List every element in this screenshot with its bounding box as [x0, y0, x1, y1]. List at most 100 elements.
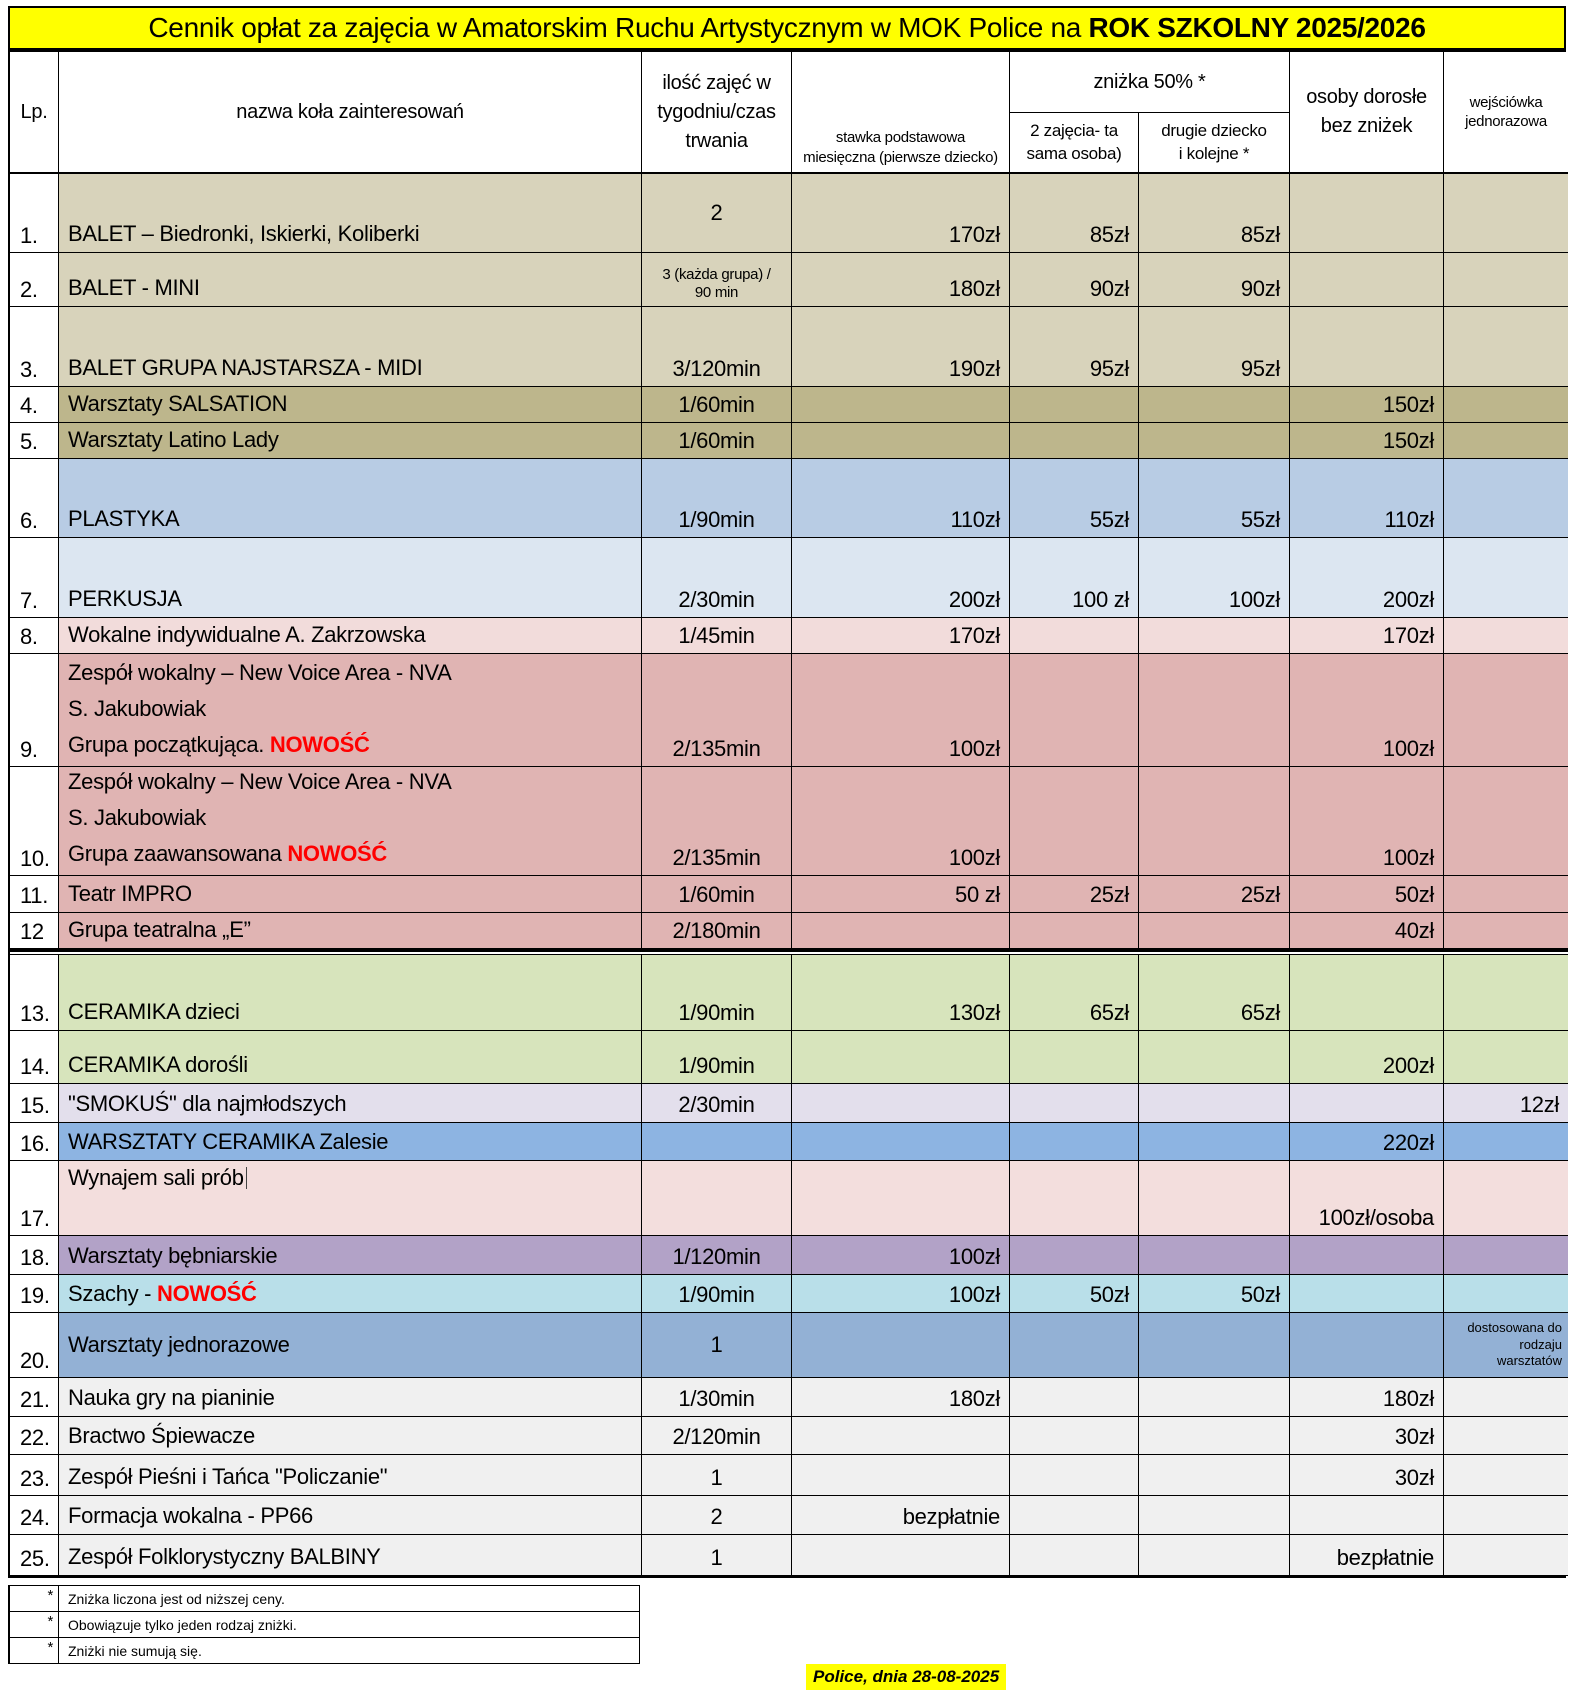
- row-17-discount-same-person: [1010, 1161, 1139, 1236]
- row-6-discount-same-person: 55zł: [1010, 459, 1139, 538]
- row-11-sessions: 1/60min: [642, 876, 792, 913]
- row-23-discount-second-child: [1139, 1455, 1290, 1496]
- row-4-discount-same-person: [1010, 387, 1139, 423]
- row-19-new-badge: NOWOŚĆ: [157, 1281, 257, 1306]
- row-4-sessions: 1/60min: [642, 387, 792, 423]
- row-16-discount-same-person: [1010, 1123, 1139, 1161]
- row-15-base-rate: [792, 1084, 1010, 1123]
- row-20-lp: 20.: [10, 1313, 59, 1378]
- row-1-name: BALET – Biedronki, Iskierki, Koliberki: [59, 174, 642, 253]
- row-14-single-ticket: [1444, 1031, 1568, 1084]
- row-12-sessions: 2/180min: [642, 913, 792, 950]
- row-3-lp: 3.: [10, 307, 59, 387]
- row-18-adults-rate: [1290, 1236, 1444, 1275]
- row-3-discount-second-child: 95zł: [1139, 307, 1290, 387]
- row-19-single-ticket: [1444, 1275, 1568, 1313]
- row-14-lp: 14.: [10, 1031, 59, 1084]
- row-14-adults-rate: 200zł: [1290, 1031, 1444, 1084]
- row-1-sessions: 2: [642, 174, 792, 253]
- row-2-base-rate: 180zł: [792, 253, 1010, 307]
- row-2-adults-rate: [1290, 253, 1444, 307]
- row-10-discount-second-child: [1139, 767, 1290, 876]
- row-14-name: CERAMIKA dorośli: [59, 1031, 642, 1084]
- row-1-lp: 1.: [10, 174, 59, 253]
- row-13-lp: 13.: [10, 955, 59, 1031]
- row-20-discount-second-child: [1139, 1313, 1290, 1378]
- row-20-discount-same-person: [1010, 1313, 1139, 1378]
- row-24-sessions: 2: [642, 1496, 792, 1535]
- row-17-name: Wynajem sali prób: [59, 1161, 642, 1236]
- row-18-lp: 18.: [10, 1236, 59, 1275]
- row-20-adults-rate: [1290, 1313, 1444, 1378]
- footnote-text: Zniżki nie sumują się.: [59, 1637, 640, 1663]
- row-14-discount-same-person: [1010, 1031, 1139, 1084]
- row-10-name: Zespół wokalny – New Voice Area - NVA S.…: [59, 767, 642, 876]
- row-20-base-rate: [792, 1313, 1010, 1378]
- row-21-discount-same-person: [1010, 1378, 1139, 1417]
- row-20-single-ticket: dostosowana do rodzaju warsztatów: [1444, 1313, 1568, 1378]
- row-13-single-ticket: [1444, 955, 1568, 1031]
- row-16-discount-second-child: [1139, 1123, 1290, 1161]
- row-18-sessions: 1/120min: [642, 1236, 792, 1275]
- row-1-discount-same-person: 85zł: [1010, 174, 1139, 253]
- row-24-discount-same-person: [1010, 1496, 1139, 1535]
- row-7-single-ticket: [1444, 538, 1568, 618]
- row-20-sessions: 1: [642, 1313, 792, 1378]
- row-14-discount-second-child: [1139, 1031, 1290, 1084]
- row-17-single-ticket: [1444, 1161, 1568, 1236]
- row-14-sessions: 1/90min: [642, 1031, 792, 1084]
- row-5-single-ticket: [1444, 423, 1568, 459]
- footnotes-block: * Zniżka liczona jest od niższej ceny. * Ob…: [8, 1585, 640, 1664]
- row-9-discount-same-person: [1010, 654, 1139, 767]
- row-9-single-ticket: [1444, 654, 1568, 767]
- row-19-sessions: 1/90min: [642, 1275, 792, 1313]
- section-divider: [10, 950, 1568, 955]
- row-12-base-rate: [792, 913, 1010, 950]
- row-4-lp: 4.: [10, 387, 59, 423]
- row-9-lp: 9.: [10, 654, 59, 767]
- row-2-discount-second-child: 90zł: [1139, 253, 1290, 307]
- row-21-discount-second-child: [1139, 1378, 1290, 1417]
- row-12-lp: 12: [10, 913, 59, 950]
- row-12-adults-rate: 40zł: [1290, 913, 1444, 950]
- row-15-sessions: 2/30min: [642, 1084, 792, 1123]
- row-19-base-rate: 100zł: [792, 1275, 1010, 1313]
- row-11-name: Teatr IMPRO: [59, 876, 642, 913]
- row-9-sessions: 2/135min: [642, 654, 792, 767]
- footnote-row: * Obowiązuje tylko jeden rodzaj zniżki.: [10, 1611, 640, 1637]
- row-15-name: "SMOKUŚ" dla najmłodszych: [59, 1084, 642, 1123]
- row-17-adults-rate: 100zł/osoba: [1290, 1161, 1444, 1236]
- row-1-discount-second-child: 85zł: [1139, 174, 1290, 253]
- header-discount-sub2: drugie dziecko i kolejne *: [1139, 113, 1290, 174]
- row-21-sessions: 1/30min: [642, 1378, 792, 1417]
- footnote-asterisk: *: [10, 1585, 59, 1611]
- row-9-adults-rate: 100zł: [1290, 654, 1444, 767]
- row-12-discount-same-person: [1010, 913, 1139, 950]
- row-5-discount-second-child: [1139, 423, 1290, 459]
- row-15-single-ticket: 12zł: [1444, 1084, 1568, 1123]
- row-22-base-rate: [792, 1417, 1010, 1455]
- row-6-discount-second-child: 55zł: [1139, 459, 1290, 538]
- row-24-adults-rate: [1290, 1496, 1444, 1535]
- row-18-name: Warsztaty bębniarskie: [59, 1236, 642, 1275]
- row-4-single-ticket: [1444, 387, 1568, 423]
- row-18-base-rate: 100zł: [792, 1236, 1010, 1275]
- row-8-discount-same-person: [1010, 618, 1139, 654]
- header-adults: osoby dorosłe bez zniżek: [1290, 52, 1444, 174]
- row-9-discount-second-child: [1139, 654, 1290, 767]
- row-16-single-ticket: [1444, 1123, 1568, 1161]
- row-19-name: Szachy - NOWOŚĆ: [59, 1275, 642, 1313]
- row-3-single-ticket: [1444, 307, 1568, 387]
- row-16-adults-rate: 220zł: [1290, 1123, 1444, 1161]
- row-9-new-badge: NOWOŚĆ: [269, 732, 370, 757]
- row-14-base-rate: [792, 1031, 1010, 1084]
- row-22-single-ticket: [1444, 1417, 1568, 1455]
- row-21-base-rate: 180zł: [792, 1378, 1010, 1417]
- row-10-base-rate: 100zł: [792, 767, 1010, 876]
- row-1-single-ticket: [1444, 174, 1568, 253]
- row-12-single-ticket: [1444, 913, 1568, 950]
- row-21-lp: 21.: [10, 1378, 59, 1417]
- row-25-single-ticket: [1444, 1535, 1568, 1576]
- row-8-lp: 8.: [10, 618, 59, 654]
